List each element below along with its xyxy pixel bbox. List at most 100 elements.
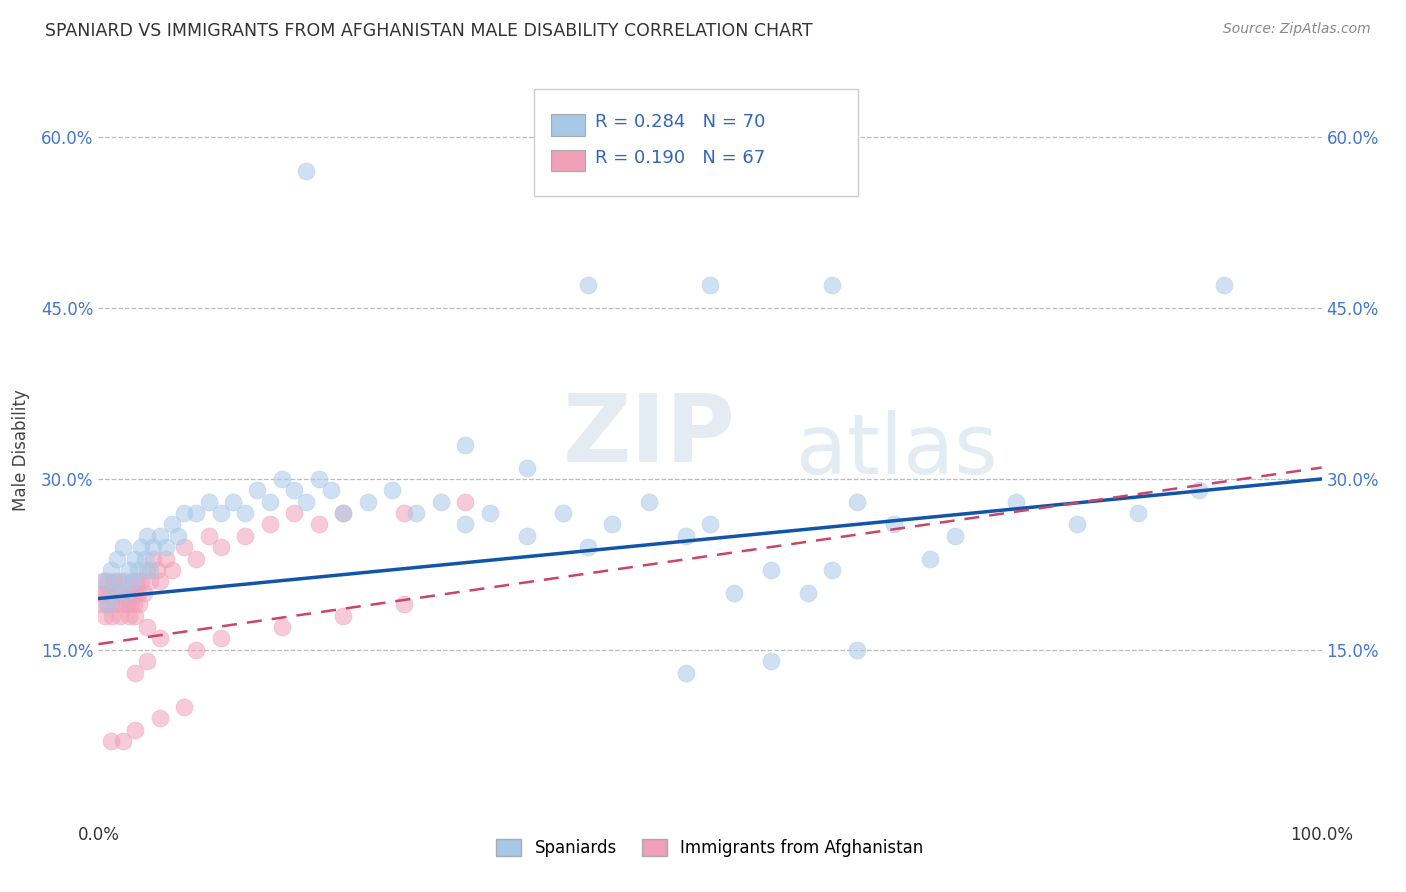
Point (120, 586, 142, 600)
Text: ZIP: ZIP (564, 390, 737, 482)
Point (637, 494, 661, 508)
Point (93, 608, 115, 623)
Point (155, 541, 177, 555)
Text: Source: ZipAtlas.com: Source: ZipAtlas.com (1223, 22, 1371, 37)
Point (136, 620, 159, 634)
Point (121, 574, 143, 589)
Point (430, 494, 453, 508)
Point (121, 574, 143, 589)
Point (1188, 483, 1211, 498)
Point (124, 608, 146, 623)
Text: SPANIARD VS IMMIGRANTS FROM AFGHANISTAN MALE DISABILITY CORRELATION CHART: SPANIARD VS IMMIGRANTS FROM AFGHANISTAN … (45, 22, 813, 40)
Point (233, 506, 256, 520)
Point (699, 517, 721, 532)
Point (142, 541, 165, 555)
Point (167, 529, 190, 543)
Point (186, 551, 208, 566)
Point (173, 699, 195, 714)
Point (105, 586, 128, 600)
Point (761, 654, 783, 668)
Point (576, 541, 599, 555)
Point (139, 563, 162, 577)
Point (332, 608, 354, 623)
Point (1128, 506, 1150, 520)
Point (845, 642, 868, 657)
Point (283, 483, 305, 498)
Point (142, 551, 165, 566)
Point (308, 472, 330, 486)
Point (173, 506, 195, 520)
Point (107, 574, 129, 589)
Point (96, 597, 118, 611)
Point (104, 597, 127, 611)
Point (117, 586, 139, 600)
Point (821, 563, 844, 577)
Point (111, 734, 134, 748)
Point (101, 608, 124, 623)
Point (197, 529, 219, 543)
Point (186, 642, 208, 657)
Point (233, 529, 256, 543)
Point (110, 574, 132, 589)
Point (173, 541, 195, 555)
Point (553, 506, 575, 520)
Point (134, 551, 156, 566)
Legend: Spaniards, Immigrants from Afghanistan: Spaniards, Immigrants from Afghanistan (489, 832, 931, 864)
Point (114, 586, 136, 600)
Point (149, 711, 172, 725)
Point (943, 529, 966, 543)
Point (149, 574, 172, 589)
Point (101, 586, 124, 600)
Point (478, 506, 501, 520)
Point (97, 574, 120, 589)
Point (101, 586, 124, 600)
Point (186, 506, 208, 520)
Point (392, 597, 416, 611)
Point (723, 586, 745, 600)
Point (405, 506, 427, 520)
Point (100, 734, 122, 748)
Point (149, 632, 172, 646)
Point (920, 551, 942, 566)
Point (124, 551, 146, 566)
Point (392, 506, 416, 520)
Point (91, 597, 114, 611)
Point (127, 586, 149, 600)
Point (118, 563, 141, 577)
Text: R = 0.190   N = 67: R = 0.190 N = 67 (595, 149, 765, 167)
Point (246, 483, 269, 498)
Point (111, 597, 134, 611)
Point (283, 506, 305, 520)
Point (454, 438, 477, 452)
Point (576, 278, 599, 293)
Point (454, 494, 477, 508)
Point (319, 483, 342, 498)
Point (103, 574, 125, 589)
Point (259, 517, 281, 532)
Point (124, 723, 146, 737)
Point (821, 278, 844, 293)
Point (222, 494, 245, 508)
Point (114, 586, 136, 600)
Point (259, 494, 281, 508)
Point (308, 517, 330, 532)
Point (93, 574, 115, 589)
Point (699, 278, 721, 293)
Text: atlas: atlas (796, 410, 997, 491)
Point (209, 632, 232, 646)
Point (1004, 494, 1026, 508)
Point (94, 586, 117, 600)
Point (122, 597, 145, 611)
Point (132, 586, 155, 600)
Point (454, 517, 477, 532)
Point (675, 665, 697, 680)
Point (125, 574, 148, 589)
Point (105, 551, 128, 566)
Point (111, 541, 134, 555)
Point (332, 506, 354, 520)
Point (139, 574, 162, 589)
Point (112, 574, 135, 589)
Point (149, 529, 172, 543)
Point (295, 494, 318, 508)
Point (295, 164, 318, 178)
